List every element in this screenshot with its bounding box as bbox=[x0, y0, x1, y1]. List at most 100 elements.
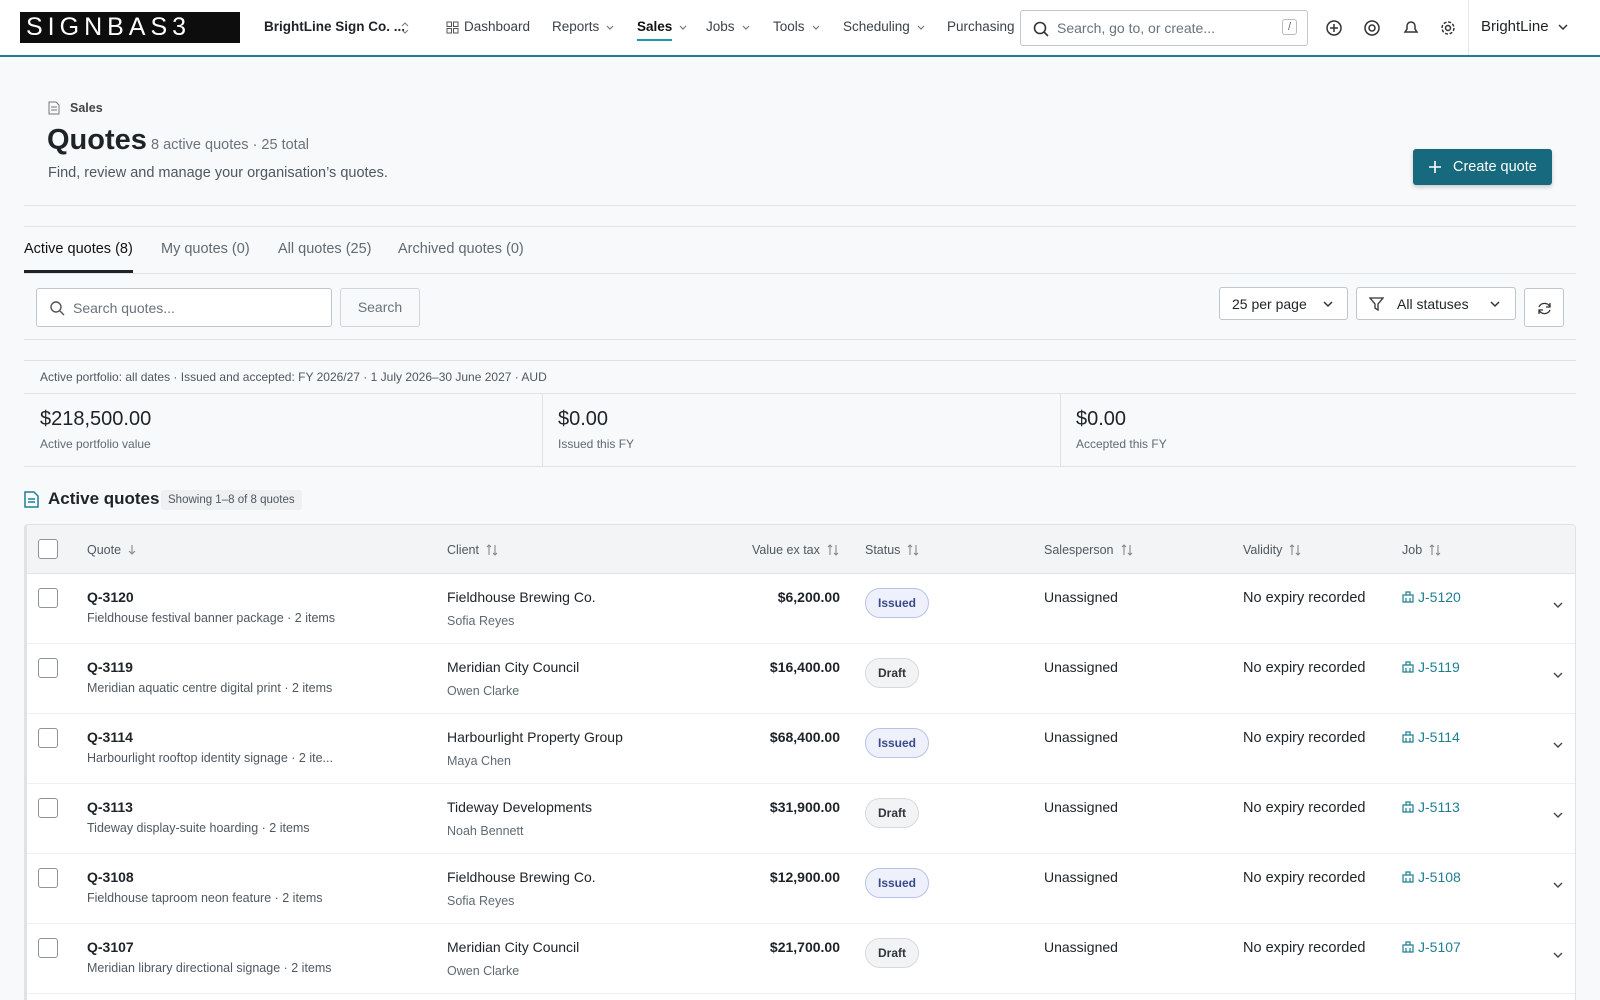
job-link[interactable]: J-5113 bbox=[1418, 799, 1460, 815]
quote-row[interactable]: Q-3113 Tideway display-suite hoarding · 2… bbox=[27, 784, 1575, 854]
job-link[interactable]: J-5114 bbox=[1418, 729, 1460, 745]
quote-search[interactable]: Search quotes... bbox=[36, 288, 332, 327]
column-header[interactable]: Value ex tax bbox=[752, 543, 820, 557]
job-link[interactable]: J-5119 bbox=[1418, 659, 1460, 675]
tab[interactable]: All quotes (25) bbox=[278, 241, 372, 257]
nav-chevron bbox=[742, 25, 749, 30]
tab[interactable]: Archived quotes (0) bbox=[398, 241, 524, 257]
expand-chevron bbox=[1553, 742, 1563, 748]
job-icon bbox=[1402, 661, 1414, 673]
quote-number[interactable]: Q-3120 bbox=[87, 589, 134, 605]
row-checkbox[interactable] bbox=[38, 798, 58, 818]
divider bbox=[1468, 0, 1469, 55]
quote-value: $68,400.00 bbox=[769, 729, 840, 745]
quote-counts: 8 active quotes · 25 total bbox=[151, 137, 309, 153]
top-nav: SIGNBAS3 BrightLine Sign Co. ... Dashboa… bbox=[0, 0, 1600, 57]
column-header[interactable]: Salesperson bbox=[1044, 543, 1114, 557]
create-quote-button[interactable]: Create quote bbox=[1413, 149, 1552, 185]
quote-row[interactable]: Q-3119 Meridian aquatic centre digital pr… bbox=[27, 644, 1575, 714]
nav-item[interactable]: Tools bbox=[773, 19, 805, 34]
column-header[interactable]: Status bbox=[865, 543, 901, 557]
quote-row[interactable]: Q-3107 Meridian library directional signa… bbox=[27, 924, 1575, 994]
row-checkbox[interactable] bbox=[38, 868, 58, 888]
client-name: Fieldhouse Brewing Co. bbox=[447, 589, 596, 605]
quote-description: Fieldhouse taproom neon feature · 2 item… bbox=[87, 891, 323, 905]
per-page-select[interactable]: 25 per page bbox=[1219, 287, 1348, 320]
breadcrumb-icon bbox=[48, 101, 60, 115]
tab[interactable]: My quotes (0) bbox=[161, 241, 250, 257]
nav-item[interactable]: Scheduling bbox=[843, 19, 910, 34]
quote-number[interactable]: Q-3119 bbox=[87, 659, 133, 675]
client-contact: Sofia Reyes bbox=[447, 614, 515, 628]
column-header[interactable]: Job bbox=[1402, 543, 1423, 557]
quote-description: Harbourlight rooftop identity signage · … bbox=[87, 751, 333, 765]
client-name: Fieldhouse Brewing Co. bbox=[447, 869, 596, 885]
job-link[interactable]: J-5107 bbox=[1418, 939, 1461, 955]
validity: No expiry recorded bbox=[1243, 800, 1366, 816]
row-checkbox[interactable] bbox=[38, 658, 58, 678]
global-search[interactable]: Search, go to, or create... / bbox=[1020, 10, 1308, 46]
search-button[interactable]: Search bbox=[340, 288, 420, 327]
refresh-button[interactable] bbox=[1524, 288, 1564, 327]
validity: No expiry recorded bbox=[1243, 870, 1366, 886]
expand-chevron bbox=[1553, 602, 1563, 608]
column-header[interactable]: Validity bbox=[1243, 543, 1283, 557]
salesperson: Unassigned bbox=[1044, 869, 1118, 885]
stat-label: Issued this FY bbox=[558, 437, 635, 451]
client-name: Harbourlight Property Group bbox=[447, 729, 623, 745]
client-name: Meridian City Council bbox=[447, 939, 580, 955]
job-link[interactable]: J-5120 bbox=[1418, 589, 1461, 605]
nav-item[interactable]: Sales bbox=[637, 19, 673, 34]
chevron bbox=[1323, 301, 1333, 308]
nav-chevron bbox=[812, 25, 819, 30]
job-link[interactable]: J-5108 bbox=[1418, 869, 1461, 885]
search-placeholder: Search, go to, or create... bbox=[1057, 20, 1215, 36]
quote-number[interactable]: Q-3114 bbox=[87, 729, 133, 745]
quote-row[interactable]: Q-3120 Fieldhouse festival banner package… bbox=[27, 574, 1575, 644]
quotes-table: Quote Client Value ex tax Status Salesperson… bbox=[24, 524, 1576, 1000]
table-title: Active quotes bbox=[48, 489, 160, 508]
tab[interactable]: Active quotes (8) bbox=[24, 241, 133, 257]
divider bbox=[24, 273, 1576, 274]
org-switcher[interactable]: BrightLine Sign Co. ... bbox=[264, 19, 405, 34]
divider bbox=[24, 226, 1576, 227]
page-description: Find, review and manage your organisatio… bbox=[48, 165, 388, 181]
search-placeholder: Search quotes... bbox=[73, 300, 175, 316]
row-checkbox[interactable] bbox=[38, 938, 58, 958]
select-label: 25 per page bbox=[1232, 296, 1307, 312]
logo[interactable]: SIGNBAS3 bbox=[20, 12, 240, 43]
nav-item[interactable]: Purchasing bbox=[947, 19, 1015, 34]
client-contact: Owen Clarke bbox=[447, 964, 520, 978]
breadcrumb[interactable]: Sales bbox=[70, 101, 103, 115]
nav-items: Dashboard Reports Sales Jobs Tools Scheduling… bbox=[0, 0, 1015, 55]
quote-number[interactable]: Q-3108 bbox=[87, 869, 134, 885]
nav-item[interactable]: Reports bbox=[552, 19, 600, 34]
row-checkbox[interactable] bbox=[38, 588, 58, 608]
stat-value: $218,500.00 bbox=[40, 408, 152, 430]
quote-value: $21,700.00 bbox=[769, 939, 840, 955]
status-filter[interactable]: All statuses bbox=[1356, 287, 1516, 320]
quote-number[interactable]: Q-3107 bbox=[87, 939, 134, 955]
showing-count: Showing 1–8 of 8 quotes bbox=[161, 490, 302, 510]
salesperson: Unassigned bbox=[1044, 799, 1118, 815]
quote-row[interactable]: Q-3114 Harbourlight rooftop identity sign… bbox=[27, 714, 1575, 784]
job-icon bbox=[1402, 591, 1414, 603]
nav-chevron bbox=[917, 25, 925, 30]
client-contact: Noah Bennett bbox=[447, 824, 524, 838]
validity: No expiry recorded bbox=[1243, 940, 1366, 956]
row-checkbox[interactable] bbox=[38, 728, 58, 748]
user-menu[interactable]: BrightLine bbox=[1481, 18, 1549, 35]
column-header[interactable]: Client bbox=[447, 543, 479, 557]
column-header[interactable]: Quote bbox=[87, 543, 122, 557]
quote-description: Fieldhouse festival banner package · 2 i… bbox=[87, 611, 336, 625]
salesperson: Unassigned bbox=[1044, 659, 1118, 675]
quote-number[interactable]: Q-3113 bbox=[87, 799, 133, 815]
sort-icon bbox=[827, 544, 839, 556]
quote-row[interactable]: Q-3108 Fieldhouse taproom neon feature · … bbox=[27, 854, 1575, 924]
nav-icons[interactable] bbox=[1325, 19, 1495, 39]
select-all-checkbox[interactable] bbox=[38, 539, 58, 559]
nav-item[interactable]: Jobs bbox=[706, 19, 735, 34]
nav-item[interactable]: Dashboard bbox=[464, 19, 531, 34]
user-chevron bbox=[1558, 24, 1568, 31]
plus-icon bbox=[1429, 161, 1441, 173]
